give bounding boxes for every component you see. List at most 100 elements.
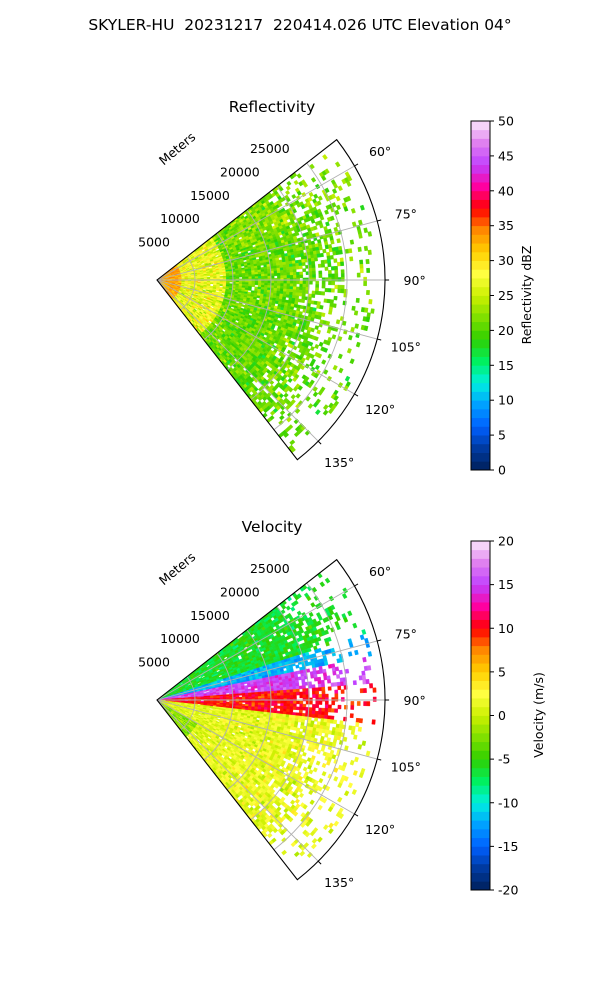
radar-cell xyxy=(292,272,297,276)
radar-cell xyxy=(286,277,291,282)
radar-cell xyxy=(264,271,268,275)
radar-cell xyxy=(286,272,291,276)
radar-cell xyxy=(322,404,329,411)
radar-cell xyxy=(311,290,316,295)
radar-cell xyxy=(257,276,262,279)
radar-cell xyxy=(337,245,343,251)
radar-cell xyxy=(347,610,353,617)
radar-cell xyxy=(357,219,363,226)
radar-cell xyxy=(219,273,224,276)
radar-cell xyxy=(296,173,302,179)
colorbar-segment xyxy=(471,330,490,340)
angle-tick-label: 135° xyxy=(324,455,354,470)
radar-cell xyxy=(277,283,281,287)
radar-cell xyxy=(316,200,322,206)
radar-cell xyxy=(286,269,291,273)
radar-cell xyxy=(279,409,286,416)
radar-cell xyxy=(343,206,349,212)
radar-cell xyxy=(273,273,278,277)
radar-cell xyxy=(311,260,316,266)
radar-cell xyxy=(355,297,360,303)
radar-cell xyxy=(251,274,256,277)
radar-cell xyxy=(317,195,323,201)
radar-cell xyxy=(334,284,339,290)
radar-cell xyxy=(289,283,294,287)
radar-cell xyxy=(321,359,327,365)
radar-cell xyxy=(311,267,316,272)
colorbar-tick-label: 5 xyxy=(498,428,506,443)
radar-cell xyxy=(324,288,329,293)
radar-cell xyxy=(367,249,372,256)
radar-cell xyxy=(366,267,371,273)
radar-cell xyxy=(318,245,323,251)
radar-cell xyxy=(298,292,303,297)
radar-cell xyxy=(289,266,294,270)
radar-cell xyxy=(313,193,319,199)
colorbar-tick-label: 30 xyxy=(498,253,514,268)
radar-cell xyxy=(286,283,291,287)
radar-cell xyxy=(322,409,329,416)
radar-cell xyxy=(309,277,313,282)
radar-cell xyxy=(333,258,338,263)
radar-cell xyxy=(301,262,306,266)
radar-cell xyxy=(354,323,359,329)
radar-cell xyxy=(326,328,332,334)
radar-cell xyxy=(321,284,326,289)
radar-cell xyxy=(328,277,332,282)
colorbar-segment xyxy=(471,129,490,139)
radar-cell xyxy=(308,611,314,618)
radar-cell xyxy=(302,280,307,285)
radar-cell xyxy=(317,291,322,296)
colorbar-segment xyxy=(471,251,490,261)
radar-cell xyxy=(337,288,342,294)
radar-cell xyxy=(215,288,220,292)
radar-cell xyxy=(296,280,300,285)
radar-cell xyxy=(280,280,284,284)
figure-title: SKYLER-HU 20231217 220414.026 UTC Elevat… xyxy=(88,16,512,34)
colorbar-segment xyxy=(471,286,490,296)
radar-cell xyxy=(290,606,296,612)
radar-cell xyxy=(315,284,320,289)
radar-cell xyxy=(366,290,370,296)
radar-cell xyxy=(349,358,355,365)
radar-cell xyxy=(264,273,268,277)
radar-cell xyxy=(247,288,252,291)
radar-cell xyxy=(279,267,284,271)
radar-cell xyxy=(264,275,269,279)
reflectivity-title: Reflectivity xyxy=(229,98,316,116)
radar-cell xyxy=(314,343,320,350)
colorbar-tick-label: 35 xyxy=(498,218,514,233)
colorbar-segment xyxy=(471,400,490,410)
radar-cell xyxy=(332,364,338,371)
radar-cell xyxy=(299,271,304,276)
radar-cell xyxy=(279,414,285,421)
radar-cell xyxy=(283,283,288,287)
colorbar-segment xyxy=(471,121,490,131)
radar-cell xyxy=(314,325,319,331)
radar-cell xyxy=(235,276,240,280)
colorbar-tick-label: 10 xyxy=(498,393,514,408)
radar-cell xyxy=(331,334,337,340)
radar-cell xyxy=(328,280,332,286)
radar-cell xyxy=(296,274,300,279)
radar-cell xyxy=(285,264,290,268)
reflectivity-range-axis-label: Meters xyxy=(156,129,198,168)
radar-cell xyxy=(314,364,320,371)
radar-cell xyxy=(299,283,304,288)
radar-cell xyxy=(251,280,256,283)
radar-cell xyxy=(312,277,316,282)
radar-cell xyxy=(348,248,353,254)
radar-cell xyxy=(331,277,336,282)
radar-cell xyxy=(349,239,355,245)
radar-cell xyxy=(302,277,307,282)
radar-cell xyxy=(311,293,316,298)
radar-cell xyxy=(334,161,341,168)
radar-cell xyxy=(309,346,315,352)
colorbar-segment xyxy=(471,391,490,401)
colorbar-segment xyxy=(471,173,490,183)
colorbar-tick-label: 45 xyxy=(498,148,514,163)
radar-cell xyxy=(312,391,319,398)
radar-cell xyxy=(273,270,278,274)
radar-cell xyxy=(289,286,294,290)
radar-cell xyxy=(334,209,340,216)
